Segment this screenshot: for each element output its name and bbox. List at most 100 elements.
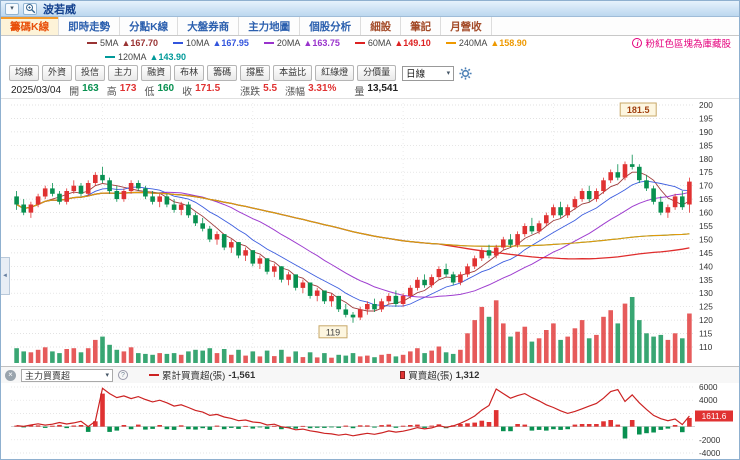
indicator-select-value: 主力買賣超: [25, 370, 71, 381]
quote-field-label: 漲幅: [285, 87, 306, 98]
ma-legend-item: 240MA ▲158.90: [445, 38, 527, 48]
ma-color-dash: [105, 55, 115, 58]
tab-label: 細設: [370, 20, 392, 33]
toolbar-button[interactable]: 撐壓: [240, 65, 271, 81]
chevron-down-icon[interactable]: ▾: [5, 2, 19, 15]
toolbar-button[interactable]: 主力: [108, 65, 139, 81]
tab-item[interactable]: 個股分析: [300, 17, 362, 35]
titlebar: ▾ 波若威: [1, 1, 739, 17]
tab-label: 大盤券商: [187, 20, 230, 33]
close-icon[interactable]: ×: [5, 369, 16, 381]
tab-label: 個股分析: [309, 20, 352, 33]
tab-item[interactable]: 筆記: [401, 17, 442, 35]
svg-text:140: 140: [699, 261, 713, 271]
quote-field-label: 高: [106, 87, 117, 98]
svg-text:150: 150: [699, 234, 713, 244]
period-select-value: 日線: [406, 69, 426, 80]
ma-value: ▲167.70: [121, 38, 158, 48]
period-select[interactable]: 日線 ▾: [402, 65, 455, 81]
toolbar-button[interactable]: 外資: [42, 65, 73, 81]
svg-text:115: 115: [699, 329, 713, 339]
tab-item[interactable]: 月營收: [441, 17, 492, 35]
cumulative-legend-value: -1,561: [228, 369, 256, 381]
ma-legend-item: 60MA ▲149.10: [354, 38, 431, 48]
quote-field-value: 5.5: [263, 83, 278, 94]
svg-text:195: 195: [699, 113, 713, 123]
help-icon[interactable]: ?: [118, 370, 128, 380]
quote-bar: 2025/03/04 開 163 高 173 低 160: [1, 83, 739, 98]
collapse-panel-handle[interactable]: ◄: [1, 257, 10, 295]
toolbar-button[interactable]: 本益比: [273, 65, 313, 81]
ma-name: 60MA: [367, 38, 392, 48]
toolbar-button[interactable]: 籌碼: [207, 65, 238, 81]
ma-legend-item: 120MA ▲143.90: [105, 52, 186, 62]
quote-field: 量 13,541: [354, 83, 398, 98]
svg-text:135: 135: [699, 275, 713, 285]
toolbar-button[interactable]: 布林: [174, 65, 205, 81]
tab-label: 即時走勢: [68, 20, 111, 33]
toolbar-button[interactable]: 均線: [9, 65, 40, 81]
toolbar-button[interactable]: 投信: [75, 65, 106, 81]
svg-text:175: 175: [699, 167, 713, 177]
ma-legend-item: 5MA ▲167.70: [87, 38, 158, 48]
svg-text:165: 165: [699, 194, 713, 204]
gear-icon[interactable]: [459, 66, 472, 80]
ma-color-dash: [87, 42, 97, 44]
treasury-note-text: 粉紅色區塊為庫藏股: [645, 39, 731, 50]
ma-name: 20MA: [276, 38, 301, 48]
quote-field: 高 173: [107, 83, 137, 98]
treasury-note: i 粉紅色區塊為庫藏股: [632, 36, 731, 50]
ma-color-dash: [172, 42, 183, 44]
svg-text:110: 110: [699, 342, 713, 352]
quote-field: 開 163: [69, 83, 99, 98]
tab-item[interactable]: 分點K線: [120, 17, 179, 35]
tab-item[interactable]: 細設: [361, 17, 402, 35]
cumulative-legend: 累計買賣超(張) -1,561: [149, 368, 255, 382]
svg-text:145: 145: [699, 248, 713, 258]
quote-field-value: 163: [82, 83, 99, 94]
quote-field-value: 171.5: [195, 83, 221, 94]
ma-name: 5MA: [100, 38, 119, 48]
ma-color-dash: [445, 42, 456, 44]
tab-label: 分點K線: [129, 20, 169, 33]
quote-field: 低 160: [144, 83, 174, 98]
tab-item[interactable]: 即時走勢: [59, 17, 121, 35]
chevron-left-icon: ◄: [2, 273, 8, 279]
tab-label: 筆記: [410, 20, 432, 33]
main-candlestick-chart[interactable]: 110 115 120 125 130 135 140 145 150 155 160 165 170 1…: [1, 98, 739, 366]
ma-legend-item: 20MA ▲163.75: [263, 38, 340, 48]
toolbar-button[interactable]: 融資: [141, 65, 172, 81]
quote-field-label: 開: [69, 87, 80, 98]
svg-text:130: 130: [699, 288, 713, 298]
toolbar-button[interactable]: 紅綠燈: [315, 65, 355, 81]
ma-name: 10MA: [185, 38, 210, 48]
netbuy-legend-value: 1,312: [455, 369, 480, 381]
tab-item[interactable]: 籌碼K線: [1, 17, 60, 35]
chevron-down-icon: ▾: [105, 372, 109, 379]
svg-text:-4000: -4000: [699, 448, 721, 458]
tab-item[interactable]: 主力地圖: [239, 17, 301, 35]
zoom-in-search-icon[interactable]: [23, 2, 37, 15]
svg-text:155: 155: [699, 221, 713, 231]
quote-field-label: 漲跌: [240, 87, 261, 98]
quote-field-value: 173: [119, 83, 137, 94]
quote-field-label: 收: [182, 87, 193, 98]
svg-text:120: 120: [699, 315, 713, 325]
quote-field-value: 13,541: [367, 83, 399, 94]
cumulative-legend-label: 累計買賣超(張): [162, 371, 226, 382]
svg-text:190: 190: [699, 127, 713, 137]
toolbar-button[interactable]: 分價量: [357, 65, 397, 81]
quote-field-value: 160: [157, 83, 175, 94]
svg-text:200: 200: [699, 100, 713, 110]
svg-text:1611.6: 1611.6: [702, 411, 727, 421]
indicator-select[interactable]: 主力買賣超 ▾: [21, 368, 113, 382]
svg-text:-2000: -2000: [699, 435, 721, 445]
ma-legend-item: 10MA ▲167.95: [172, 38, 249, 48]
tab-label: 主力地圖: [248, 20, 291, 33]
info-icon: i: [632, 38, 643, 48]
svg-text:181.5: 181.5: [627, 105, 650, 115]
tab-item[interactable]: 大盤券商: [178, 17, 240, 35]
ma-legend-row-2: 120MA ▲143.90: [1, 50, 739, 63]
